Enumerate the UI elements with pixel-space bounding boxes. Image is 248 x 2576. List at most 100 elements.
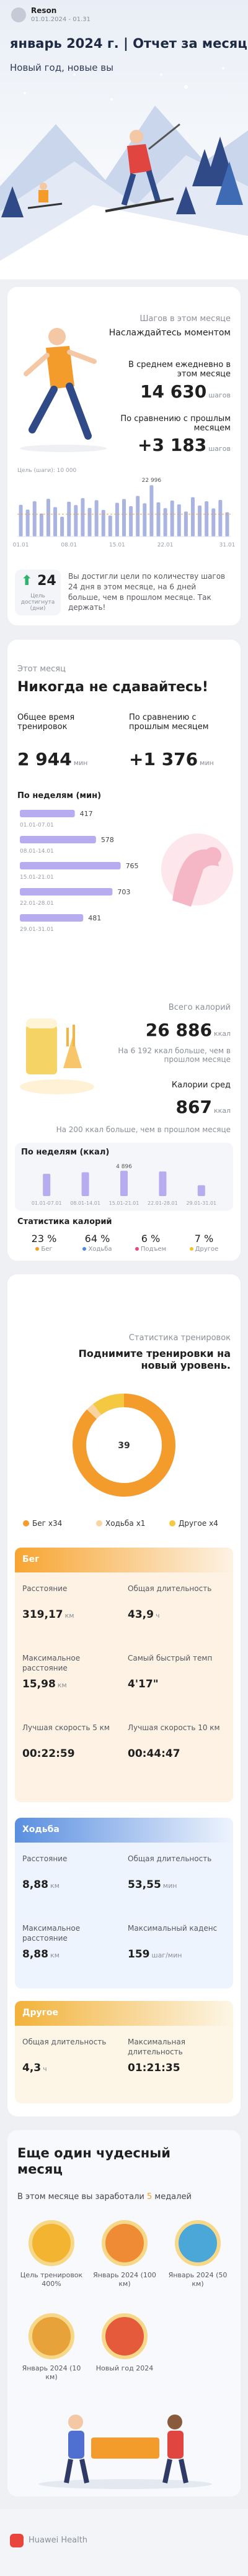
workouts-title: Статистика тренировок [128, 1333, 231, 1343]
kcal-stats-title: Статистика калорий [17, 1217, 112, 1227]
stat-value: 00:22:59 [22, 1748, 75, 1760]
kcal-stats: 23 % Бег 64 % Ходьба 6 % Подъем 7 % Другое [17, 1233, 231, 1258]
stat-value-row: 4'17" [128, 1678, 227, 1690]
stat-value: 159 [128, 1948, 150, 1961]
walking-block: Ходьба Расстояние 8,88 км Общая длительность… [15, 1818, 233, 1989]
stat-value-row: 15,98 км [22, 1678, 122, 1690]
headline: Никогда не сдавайтесь! [17, 679, 208, 695]
diff-label: По сравнению с прошлым месяцем [129, 713, 209, 732]
stat-value: 53,55 [128, 1879, 161, 1891]
goal-days-label: Цель достигнута (дни) [20, 593, 55, 612]
unit: ккал [213, 1107, 231, 1115]
brand-icon [10, 2534, 24, 2547]
stat-value: 4,3 [22, 2062, 42, 2074]
brand: Huawei Health [29, 2536, 88, 2545]
stat: Общая длительность 4,3 ч [22, 2037, 122, 2074]
x-tick-label: 01.01-07.01 [32, 1200, 62, 1206]
stat-value: 319,17 [22, 1608, 63, 1621]
bar [197, 1185, 205, 1196]
unit: мин [200, 759, 214, 767]
bar [136, 496, 140, 537]
category-label: 08.01-14.01 [20, 848, 54, 855]
legend-swatch [23, 1520, 29, 1526]
legend-count: x34 [48, 1519, 62, 1528]
bar [39, 513, 43, 537]
bar [129, 506, 133, 537]
stat: Максимальный каденс 159 шаг/мин [128, 1923, 227, 1961]
kcal-total: 26 886 [145, 1020, 212, 1040]
bar [198, 505, 202, 537]
unit: мин [73, 759, 88, 767]
unit: шагов [208, 391, 231, 399]
stat-value: 15,98 [22, 1678, 56, 1690]
bar [53, 507, 58, 537]
value-label: 765 [126, 862, 139, 870]
bar [87, 507, 92, 537]
value-label: 703 [117, 888, 130, 896]
bar [19, 504, 23, 537]
legend-swatch [96, 1520, 102, 1526]
stat: Максимальная длительность 01:21:35 [128, 2037, 227, 2074]
stat-value-row: 319,17 км [22, 1608, 122, 1621]
kcal-stat-label: Другое [195, 1246, 219, 1253]
medal-label: Январь 2024 (50 км) [168, 2271, 228, 2288]
bar [81, 1172, 89, 1196]
stat: Максимальное расстояние 15,98 км [22, 1653, 122, 1690]
bar [177, 504, 181, 537]
bar [20, 888, 113, 896]
kcal-stat-label-row: Ходьба [71, 1246, 124, 1253]
category-label: 15.01-21.01 [20, 874, 54, 881]
kcal-stat-label-row: Бег [17, 1246, 71, 1253]
stat-value-row: 00:22:59 [22, 1748, 122, 1760]
stat-value: 8,88 [22, 1879, 48, 1891]
bar [143, 503, 147, 537]
kcal-stat-label-row: Подъем [124, 1246, 177, 1253]
medal-label: Январь 2024 (100 км) [93, 2271, 156, 2288]
kcal-stat-dot [189, 1247, 193, 1251]
kcal-total-note: На 6 192 ккал больше, чем в прошлом меся… [118, 1046, 231, 1064]
total-row: 2 944 мин [17, 749, 87, 769]
bar [25, 509, 30, 537]
legend-label: Другое x4 [179, 1519, 218, 1528]
stat: Лучшая скорость 10 км 00:44:47 [128, 1723, 227, 1760]
bar [67, 501, 71, 537]
medal-icon [102, 2220, 148, 2266]
bar [20, 914, 84, 922]
stat-unit: км [64, 1612, 74, 1620]
kcal-stat: 7 % Другое [177, 1233, 231, 1253]
kcal-stat-dot [135, 1247, 139, 1251]
value-label: 417 [80, 810, 93, 818]
bar [159, 1171, 167, 1196]
goal-label: Цель (шаги): 10 000 [17, 468, 76, 474]
stat-label: Общая длительность [128, 1584, 212, 1593]
stat-label: Самый быстрый темп [128, 1654, 213, 1662]
legend-name: Другое [179, 1519, 206, 1528]
stat-label: Общая длительность [22, 2038, 107, 2046]
kcal-stat: 23 % Бег [17, 1233, 71, 1253]
kcal-stat: 6 % Подъем [124, 1233, 177, 1253]
donut-segment [93, 1394, 125, 1415]
stat-unit: км [50, 1882, 60, 1890]
stat-label: Лучшая скорость 10 км [128, 1723, 220, 1732]
stat-label: Расстояние [22, 1584, 68, 1593]
medal: Цель тренировок 400% [17, 2220, 86, 2289]
value-label: 22 996 [142, 478, 162, 484]
bar [149, 485, 154, 537]
stat-value: 00:44:47 [128, 1748, 180, 1760]
medal: Новый год 2024 [91, 2313, 159, 2373]
x-tick-label: 31.01 [219, 542, 236, 548]
block-header: Другое [15, 2001, 233, 2026]
diff-time: +1 376 [129, 749, 198, 769]
bar [46, 499, 50, 537]
skier [105, 123, 180, 212]
medal-label: Цель тренировок 400% [20, 2271, 83, 2288]
user-name: Reson [31, 6, 57, 15]
stat-value: 4'17" [128, 1678, 159, 1690]
kcal-stat: 64 % Ходьба [71, 1233, 124, 1253]
diff-steps: +3 183 [138, 435, 207, 455]
bar [205, 501, 209, 537]
value-label: 578 [101, 836, 114, 844]
stat-label: Максимальная длительность [128, 2038, 185, 2057]
medal: Январь 2024 (10 км) [17, 2313, 86, 2382]
